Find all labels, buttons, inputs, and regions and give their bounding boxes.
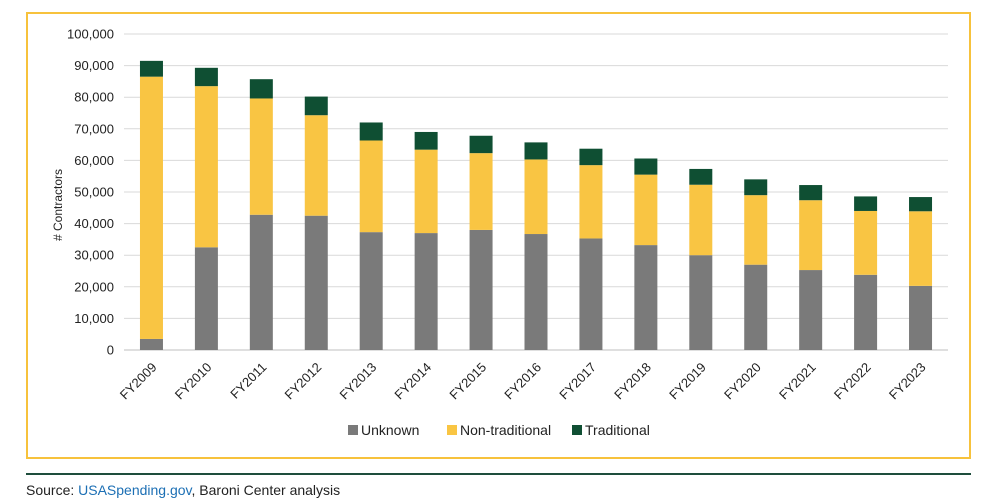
bar-traditional-fy2011 bbox=[249, 79, 273, 99]
legend-label-non-traditional: Non-traditional bbox=[460, 422, 551, 438]
x-tick-label: FY2020 bbox=[721, 360, 764, 403]
y-tick-label: 50,000 bbox=[74, 185, 114, 200]
y-tick-label: 10,000 bbox=[74, 311, 114, 326]
bar-traditional-fy2019 bbox=[689, 168, 713, 185]
bar-traditional-fy2021 bbox=[799, 185, 823, 201]
bar-unknown-fy2012 bbox=[304, 215, 328, 350]
bar-non-traditional-fy2013 bbox=[359, 140, 383, 233]
bar-non-traditional-fy2022 bbox=[854, 210, 878, 275]
bar-non-traditional-fy2021 bbox=[799, 200, 823, 271]
bar-unknown-fy2022 bbox=[854, 274, 878, 350]
bar-non-traditional-fy2018 bbox=[634, 174, 658, 246]
y-tick-label: 70,000 bbox=[74, 121, 114, 136]
bar-traditional-fy2012 bbox=[304, 96, 328, 116]
y-tick-label: 90,000 bbox=[74, 58, 114, 73]
y-tick-label: 80,000 bbox=[74, 90, 114, 105]
bar-non-traditional-fy2014 bbox=[414, 149, 438, 234]
x-tick-label: FY2019 bbox=[666, 360, 709, 403]
x-tick-label: FY2015 bbox=[446, 360, 489, 403]
bar-non-traditional-fy2019 bbox=[689, 184, 713, 256]
y-tick-label: 40,000 bbox=[74, 216, 114, 231]
source-link[interactable]: USASpending.gov bbox=[78, 482, 192, 498]
x-tick-label: FY2013 bbox=[337, 360, 380, 403]
source-divider bbox=[26, 473, 971, 475]
x-tick-label: FY2014 bbox=[391, 360, 434, 403]
x-tick-label: FY2011 bbox=[227, 360, 269, 402]
bar-unknown-fy2013 bbox=[359, 232, 383, 350]
source-note: Source: USASpending.gov, Baroni Center a… bbox=[26, 482, 340, 498]
bar-non-traditional-fy2009 bbox=[139, 76, 163, 339]
bar-unknown-fy2021 bbox=[799, 270, 823, 350]
bar-unknown-fy2016 bbox=[524, 234, 548, 350]
x-tick-label: FY2017 bbox=[556, 360, 599, 403]
bar-traditional-fy2015 bbox=[469, 135, 493, 154]
x-tick-label: FY2012 bbox=[282, 360, 325, 403]
bar-unknown-fy2014 bbox=[414, 233, 438, 350]
bar-non-traditional-fy2023 bbox=[909, 211, 933, 286]
bar-unknown-fy2020 bbox=[744, 264, 768, 350]
x-tick-label: FY2022 bbox=[831, 360, 874, 403]
bar-traditional-fy2018 bbox=[634, 158, 658, 175]
source-prefix: Source: bbox=[26, 482, 79, 498]
x-tick-label: FY2010 bbox=[172, 360, 215, 403]
bar-non-traditional-fy2016 bbox=[524, 159, 548, 235]
bar-traditional-fy2023 bbox=[909, 197, 933, 212]
bars bbox=[139, 60, 933, 350]
legend: Unknown Non-traditional Traditional bbox=[348, 422, 650, 438]
bar-unknown-fy2010 bbox=[194, 247, 218, 350]
y-tick-label: 100,000 bbox=[67, 27, 114, 42]
legend-swatch-unknown bbox=[348, 425, 358, 435]
x-tick-label: FY2016 bbox=[501, 360, 544, 403]
bar-unknown-fy2023 bbox=[909, 285, 933, 350]
y-axis-ticks: 0 10,000 20,000 30,000 40,000 50,000 60,000 70,… bbox=[67, 27, 114, 358]
y-axis-label: # Contractors bbox=[51, 169, 65, 241]
bar-traditional-fy2013 bbox=[359, 122, 383, 141]
x-tick-label: FY2021 bbox=[776, 360, 819, 403]
bar-unknown-fy2011 bbox=[249, 214, 273, 350]
bar-unknown-fy2017 bbox=[579, 238, 603, 350]
chart-frame: 0 10,000 20,000 30,000 40,000 50,000 60,000 70,… bbox=[26, 12, 971, 459]
bar-traditional-fy2020 bbox=[744, 179, 768, 196]
y-tick-label: 60,000 bbox=[74, 153, 114, 168]
stacked-bar-chart: 0 10,000 20,000 30,000 40,000 50,000 60,000 70,… bbox=[51, 27, 948, 438]
bar-traditional-fy2016 bbox=[524, 142, 548, 160]
bar-unknown-fy2009 bbox=[139, 338, 163, 350]
bar-non-traditional-fy2010 bbox=[194, 86, 218, 248]
bar-non-traditional-fy2011 bbox=[249, 98, 273, 215]
bar-traditional-fy2009 bbox=[139, 60, 163, 77]
legend-swatch-traditional bbox=[572, 425, 582, 435]
bar-traditional-fy2014 bbox=[414, 131, 438, 150]
x-tick-label: FY2009 bbox=[117, 360, 160, 403]
y-tick-label: 0 bbox=[107, 343, 114, 358]
y-tick-label: 20,000 bbox=[74, 279, 114, 294]
y-tick-label: 30,000 bbox=[74, 248, 114, 263]
bar-non-traditional-fy2020 bbox=[744, 195, 768, 265]
bar-traditional-fy2017 bbox=[579, 148, 603, 166]
bar-non-traditional-fy2017 bbox=[579, 165, 603, 239]
bar-unknown-fy2015 bbox=[469, 229, 493, 350]
bar-non-traditional-fy2015 bbox=[469, 153, 493, 230]
legend-swatch-non-traditional bbox=[447, 425, 457, 435]
source-suffix: , Baroni Center analysis bbox=[191, 482, 341, 498]
bar-traditional-fy2022 bbox=[854, 196, 878, 211]
bar-unknown-fy2019 bbox=[689, 255, 713, 350]
bar-unknown-fy2018 bbox=[634, 245, 658, 350]
x-axis-ticks: FY2009 FY2010 FY2011 FY2012 FY2013 FY2014 FY20… bbox=[117, 360, 929, 403]
legend-label-traditional: Traditional bbox=[585, 422, 650, 438]
x-tick-label: FY2018 bbox=[611, 360, 654, 403]
x-tick-label: FY2023 bbox=[886, 360, 929, 403]
bar-traditional-fy2010 bbox=[194, 67, 218, 87]
legend-label-unknown: Unknown bbox=[361, 422, 419, 438]
bar-non-traditional-fy2012 bbox=[304, 115, 328, 216]
